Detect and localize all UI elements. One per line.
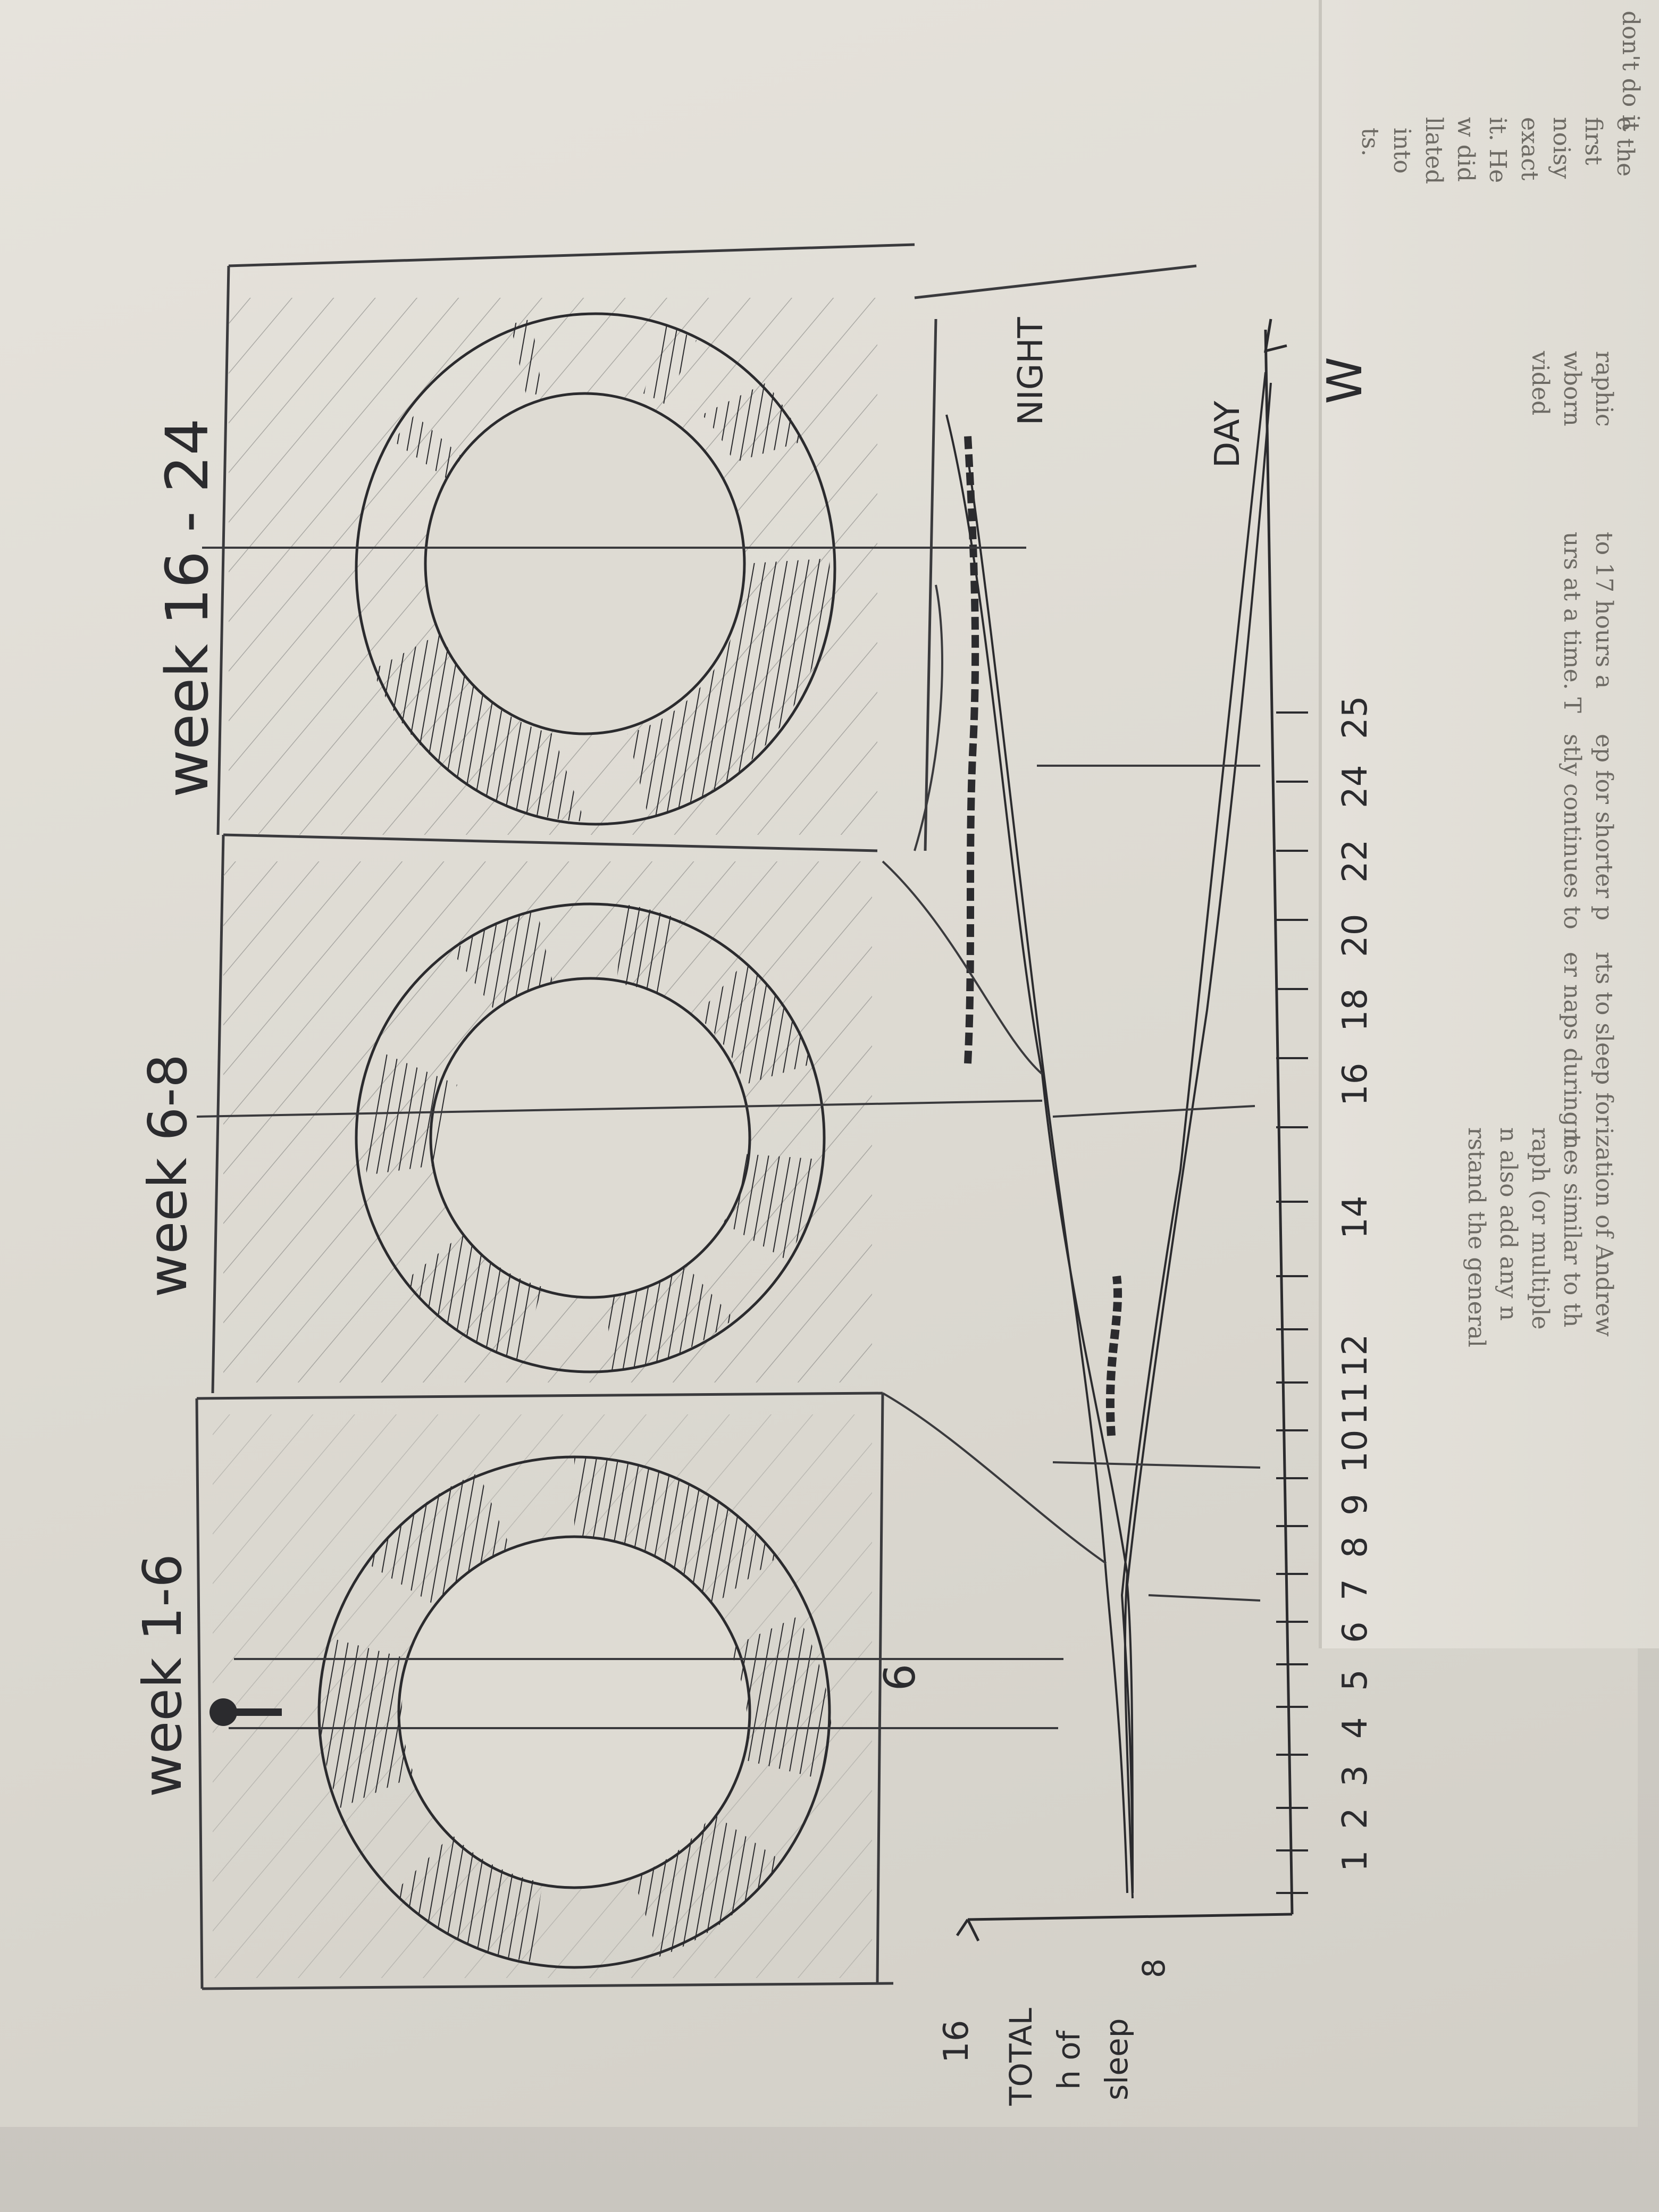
- week-scribble: [1105, 1276, 1122, 1436]
- x-tick-label: 6: [1336, 1621, 1375, 1643]
- x-tick-label: 24: [1336, 765, 1375, 808]
- panel-title-week-16-24: week 16 - 24: [153, 418, 221, 798]
- ring-marker-dot: [210, 1698, 237, 1726]
- x-tick-label: 20: [1336, 914, 1375, 957]
- x-tick-label: 4: [1336, 1717, 1375, 1739]
- x-tick-label: 7: [1336, 1579, 1375, 1601]
- sleep-ring-week-16-24: [355, 312, 836, 826]
- x-tick-label: 10: [1336, 1430, 1375, 1473]
- x-tick-label: 5: [1336, 1669, 1375, 1691]
- x-axis-end-label: W: [1317, 357, 1373, 404]
- night-scribble: [964, 435, 979, 1064]
- series-label-day: DAY: [1208, 400, 1247, 468]
- x-tick-label: 9: [1336, 1494, 1375, 1515]
- panel-title-week-6-8: week 6-8: [137, 1054, 199, 1297]
- x-tick-label: 11: [1336, 1382, 1375, 1425]
- x-tick-label: 12: [1336, 1334, 1375, 1377]
- x-tick-label: 18: [1336, 988, 1375, 1032]
- y-axis-label-line: h of: [1051, 2030, 1087, 2090]
- x-tick-label: 8: [1336, 1536, 1375, 1558]
- series-label-night: NIGHT: [1011, 317, 1051, 425]
- y-axis-bottom-tick: 8: [1136, 1958, 1172, 1978]
- x-axis-tick-labels: 1 2 3 4 5 6 7 8 9 10 11 12 14 16 18 20 2…: [1317, 357, 1375, 1872]
- x-tick-label: 2: [1336, 1807, 1375, 1829]
- leader-lines: [196, 547, 1261, 1729]
- x-tick-label: 1: [1336, 1850, 1375, 1872]
- x-axis-ticks: [1276, 711, 1308, 1894]
- y-axis-top-tick: 16: [937, 2020, 976, 2063]
- x-tick-label: 22: [1336, 840, 1375, 883]
- marker-label-6: 6: [875, 1664, 925, 1691]
- book-page: don't do it e the first noisy exact it. …: [1319, 0, 1659, 1648]
- sleep-ring-week-1-6: [317, 1455, 832, 1969]
- panel-title-week-1-6: week 1-6: [131, 1554, 194, 1797]
- y-axis-label-line: TOTAL: [1003, 2008, 1039, 2106]
- x-tick-label: 16: [1336, 1063, 1375, 1106]
- sleep-curves: [945, 372, 1272, 1899]
- y-axis-label-line: sleep: [1099, 2018, 1135, 2100]
- panel-frames: [195, 243, 1197, 1990]
- x-tick-label: 25: [1336, 696, 1375, 739]
- graph-axes: [956, 319, 1294, 1942]
- x-tick-label: 3: [1336, 1765, 1375, 1787]
- x-tick-label: 14: [1336, 1196, 1375, 1239]
- sleep-ring-week-6-8: [355, 902, 826, 1373]
